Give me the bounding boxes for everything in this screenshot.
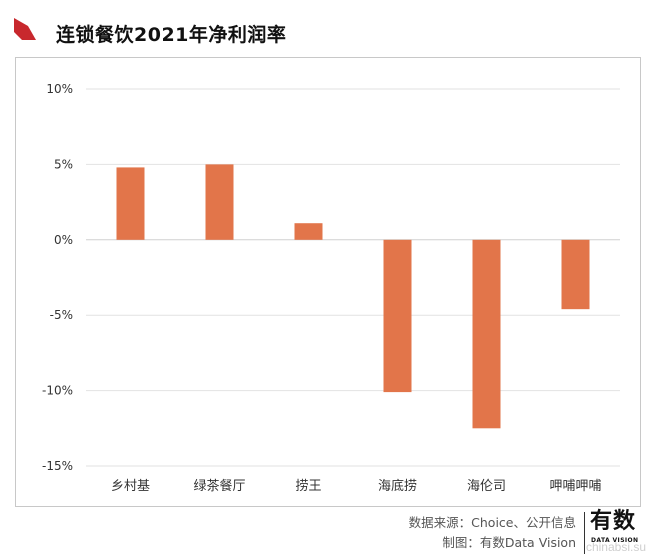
source-text: 数据来源：Choice、公开信息 — [408, 515, 576, 530]
y-tick-label: 5% — [54, 157, 73, 171]
x-tick-label: 海伦司 — [467, 479, 506, 494]
chart-frame: 10% 5% 0% -5% -10% -15% 乡村基 绿茶餐厅 捞王 海底捞 海伦司 呷哺呷哺 — [15, 57, 641, 507]
bar — [116, 167, 145, 240]
source-note: 数据来源：Choice、公开信息 制图：有数Data Vision — [409, 513, 576, 553]
x-tick-label: 绿茶餐厅 — [193, 478, 245, 494]
x-tick-label: 呷哺呷哺 — [549, 479, 601, 494]
bar — [294, 223, 323, 240]
credit-text: 制图：有数Data Vision — [442, 535, 576, 550]
bar — [205, 164, 234, 240]
bar-chart: 10% 5% 0% -5% -10% -15% 乡村基 绿茶餐厅 捞王 海底捞 海伦司 呷哺呷哺 — [42, 82, 620, 494]
bar — [561, 239, 590, 310]
logo-divider — [584, 512, 585, 554]
watermark: chinabsi.su — [585, 540, 646, 554]
bar — [383, 239, 412, 393]
y-tick-label: 10% — [46, 82, 73, 96]
bar — [472, 239, 501, 429]
x-tick-label: 海底捞 — [378, 478, 417, 494]
y-tick-label: -10% — [42, 384, 73, 398]
page-title: 连锁餐饮2021年净利润率 — [56, 24, 287, 46]
title-accent-icon — [14, 18, 36, 40]
y-tick-label: 0% — [54, 233, 73, 247]
x-tick-label: 乡村基 — [111, 479, 150, 494]
y-tick-label: -5% — [50, 308, 73, 322]
brand-logo: 有数 — [590, 509, 637, 534]
brand-logo-subtitle: DATA VISION — [591, 537, 639, 544]
x-tick-label: 捞王 — [295, 478, 321, 494]
y-tick-label: -15% — [42, 459, 73, 473]
